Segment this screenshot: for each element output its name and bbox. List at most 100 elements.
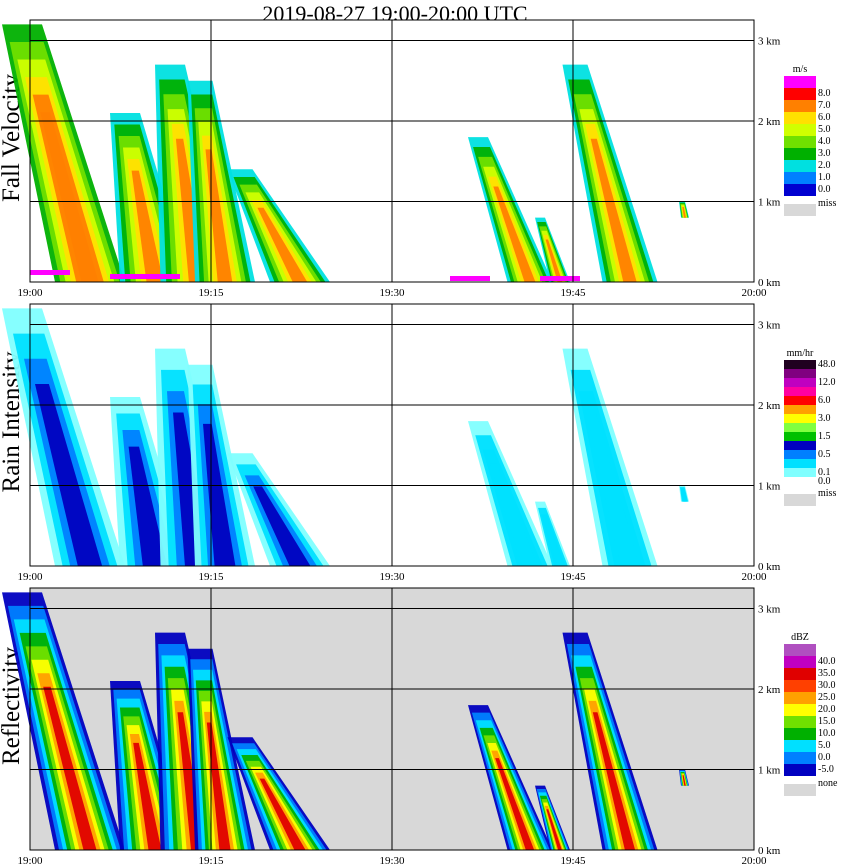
legend-unit: m/s <box>792 64 808 75</box>
legend-label: 4.0 <box>818 136 831 147</box>
x-tick-label: 20:00 <box>741 571 767 583</box>
legend-swatch <box>784 644 816 656</box>
legend-label: 10.0 <box>818 728 836 739</box>
legend-swatch <box>784 680 816 692</box>
rain-intensity-plot: 19:00 19:15 19:30 19:45 20:000 km 1 km 2 km 3 k… <box>2 303 781 583</box>
x-tick-label: 19:00 <box>17 855 43 867</box>
x-tick-label: 19:45 <box>560 287 586 299</box>
x-tick-label: 19:30 <box>379 855 405 867</box>
legend-label: 6.0 <box>818 112 831 123</box>
y-tick-label: 2 km <box>758 400 781 412</box>
legend-swatch <box>784 752 816 764</box>
legend-label: 7.0 <box>818 100 831 111</box>
y-tick-label: 3 km <box>758 36 781 48</box>
legend-label: 6.0 <box>818 394 831 406</box>
x-tick-label: 19:30 <box>379 287 405 299</box>
legend-swatch <box>784 148 816 160</box>
legend-swatch <box>784 432 816 441</box>
y-tick-label: 0 km <box>758 561 781 573</box>
legend-swatch <box>784 100 816 112</box>
reflectivity-panel: Reflectivity 19:00 19:15 19:30 19:45 20:00 0 … <box>0 568 850 867</box>
y-tick-label: 3 km <box>758 320 781 332</box>
legend-label: 35.0 <box>818 668 836 679</box>
legend-label: 20.0 <box>818 704 836 715</box>
legend-missing-swatch <box>784 494 816 506</box>
legend-label: 1.0 <box>818 172 831 183</box>
fall-velocity-panel: Fall Velocity 19:00 19:15 19:30 19:45 20:00 0… <box>0 0 850 299</box>
legend-label: 5.0 <box>818 740 831 751</box>
legend-label: 3.0 <box>818 412 831 424</box>
y-tick-label: 3 km <box>758 604 781 616</box>
legend-label: 5.0 <box>818 124 831 135</box>
legend-missing-swatch <box>784 784 816 796</box>
legend-swatch <box>784 468 816 477</box>
legend-label: 40.0 <box>818 656 836 667</box>
legend-swatch <box>784 76 816 88</box>
legend-swatch <box>784 477 816 486</box>
legend-swatch <box>784 450 816 459</box>
x-tick-label: 19:15 <box>198 287 224 299</box>
legend-swatch <box>784 716 816 728</box>
y-tick-label: 1 km <box>758 765 781 777</box>
x-tick-label: 19:00 <box>17 287 43 299</box>
legend-swatch <box>784 668 816 680</box>
legend-swatch <box>784 369 816 378</box>
fall-velocity-plot: 19:00 19:15 19:30 19:45 20:000 km 1 km 2 km 3 k… <box>2 19 781 299</box>
x-tick-label: 19:30 <box>379 571 405 583</box>
legend-swatch <box>784 441 816 450</box>
legend-label: 0.5 <box>818 448 831 460</box>
x-tick-label: 19:45 <box>560 571 586 583</box>
legend-swatch <box>784 172 816 184</box>
legend-missing-label: miss <box>818 488 837 499</box>
legend-label: 30.0 <box>818 680 836 691</box>
legend-swatch <box>784 160 816 172</box>
legend-label: 0.0 <box>818 184 831 195</box>
legend-label: 48.0 <box>818 358 836 370</box>
legend-label: 0.1 <box>818 466 831 478</box>
legend-label: 12.0 <box>818 376 836 388</box>
legend-label: 8.0 <box>818 88 831 99</box>
y-tick-label: 0 km <box>758 845 781 857</box>
x-tick-label: 20:00 <box>741 855 767 867</box>
legend-swatch <box>784 414 816 423</box>
legend-missing-label: miss <box>818 198 837 209</box>
x-tick-label: 19:15 <box>198 855 224 867</box>
legend-swatch <box>784 184 816 196</box>
legend-missing-swatch <box>784 204 816 216</box>
y-tick-label: 2 km <box>758 116 781 128</box>
legend-label: 2.0 <box>818 160 831 171</box>
legend-swatch <box>784 423 816 432</box>
legend-swatch <box>784 360 816 369</box>
legend-unit: dBZ <box>791 632 809 643</box>
y-tick-label: 0 km <box>758 277 781 289</box>
legend-swatch <box>784 728 816 740</box>
x-tick-label: 19:45 <box>560 855 586 867</box>
legend-swatch <box>784 656 816 668</box>
legend-swatch <box>784 378 816 387</box>
legend-swatch <box>784 764 816 776</box>
legend-swatch <box>784 459 816 468</box>
legend-swatch <box>784 692 816 704</box>
legend-unit: mm/hr <box>786 348 814 359</box>
legend-label: 1.5 <box>818 430 831 442</box>
legend-label: 0.0 <box>818 475 831 487</box>
legend-swatch <box>784 136 816 148</box>
legend-missing-label: none <box>818 778 838 789</box>
legend-swatch <box>784 88 816 100</box>
legend-label: 0.0 <box>818 752 831 763</box>
legend-swatch <box>784 396 816 405</box>
y-tick-label: 2 km <box>758 684 781 696</box>
x-tick-label: 19:00 <box>17 571 43 583</box>
legend-label: 3.0 <box>818 148 831 159</box>
legend-label: -5.0 <box>818 764 834 775</box>
x-tick-label: 20:00 <box>741 287 767 299</box>
y-tick-label: 1 km <box>758 197 781 209</box>
legend-swatch <box>784 112 816 124</box>
legend-label: 15.0 <box>818 716 836 727</box>
reflectivity-plot: 19:00 19:15 19:30 19:45 20:000 km 1 km 2 km 3 k… <box>2 587 781 867</box>
legend-swatch <box>784 405 816 414</box>
x-tick-label: 19:15 <box>198 571 224 583</box>
y-tick-label: 1 km <box>758 481 781 493</box>
legend-swatch <box>784 704 816 716</box>
legend-label: 25.0 <box>818 692 836 703</box>
